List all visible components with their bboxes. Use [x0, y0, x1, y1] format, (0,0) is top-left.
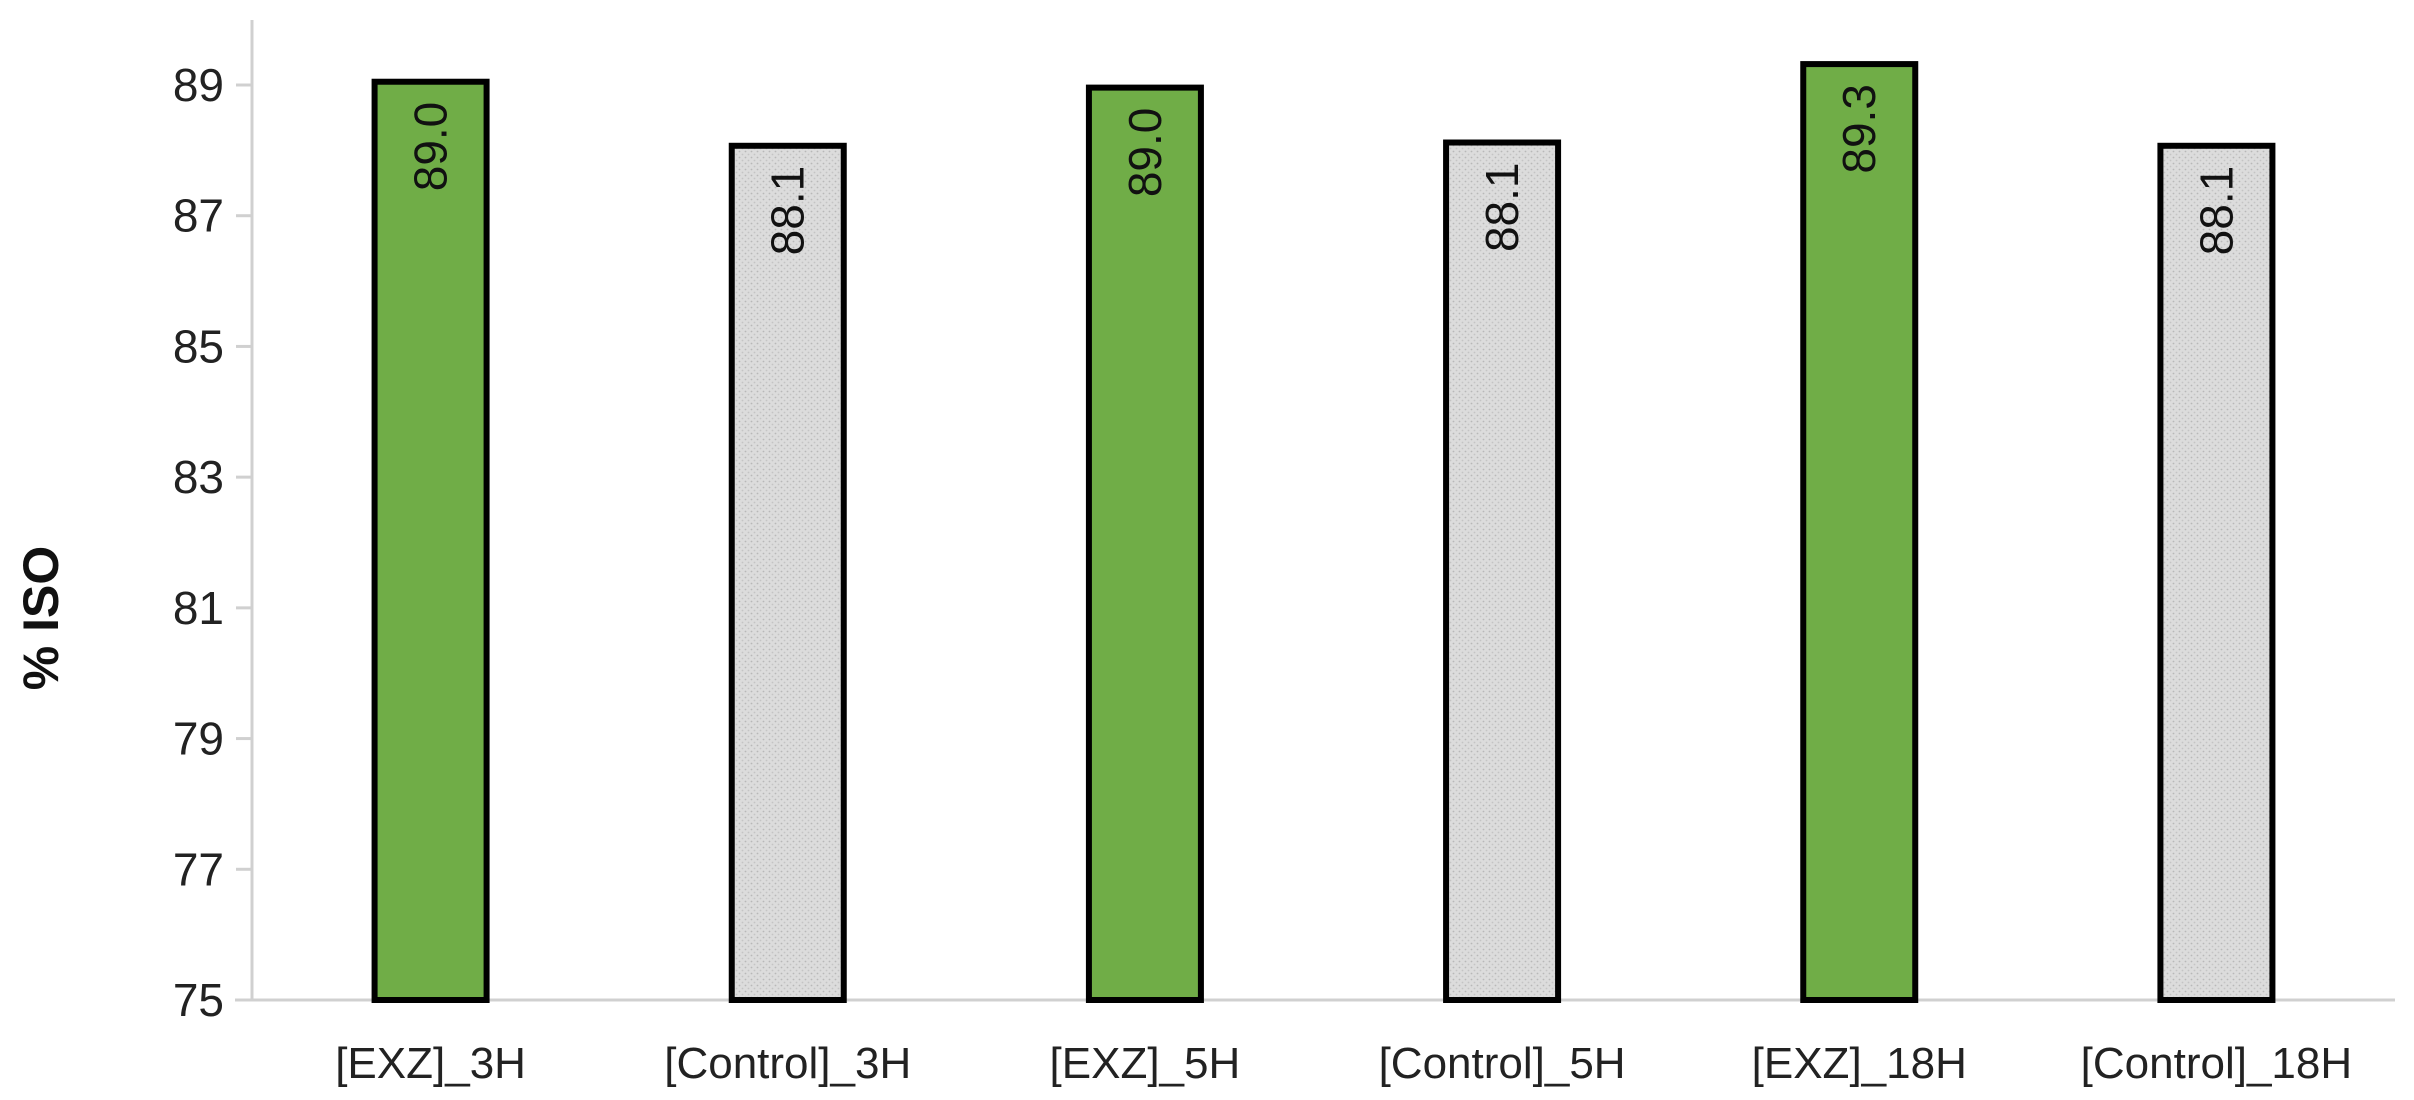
bar-exz-18h	[1800, 61, 1919, 1004]
bar-exz-3h	[371, 78, 490, 1004]
x-tick-label: [Control]_3H	[664, 1039, 911, 1088]
y-tick-label: 87	[173, 190, 224, 242]
y-tick-label: 89	[173, 59, 224, 111]
y-axis-title: % ISO	[13, 546, 69, 690]
x-tick-label: [EXZ]_5H	[1050, 1039, 1241, 1088]
bar-exz-5h	[1085, 84, 1204, 1004]
x-tick-label: [Control]_18H	[2081, 1039, 2352, 1088]
bar-data-label: 88.1	[2190, 166, 2242, 256]
bar-data-label: 88.1	[1476, 163, 1528, 253]
x-tick-label: [EXZ]_3H	[335, 1039, 526, 1088]
bar-data-label: 89.0	[1119, 108, 1171, 198]
x-tick-label: [Control]_5H	[1379, 1039, 1626, 1088]
bar-data-label: 89.0	[405, 102, 457, 192]
y-tick-label: 83	[173, 451, 224, 503]
y-tick-label: 85	[173, 320, 224, 372]
bar-control-18h	[2157, 142, 2276, 1003]
bar-data-label: 89.3	[1833, 84, 1885, 174]
bar-control-3h	[728, 142, 847, 1003]
y-tick-label: 77	[173, 843, 224, 895]
y-tick-label: 75	[173, 974, 224, 1026]
y-tick-label: 79	[173, 713, 224, 765]
bar-control-5h	[1443, 139, 1562, 1003]
bar-series: 89.0 88.1 89.0 88.1 89.3 88.1	[371, 61, 2276, 1004]
y-axis-ticks: 75 77 79 81 83 85 87 89	[173, 59, 252, 1026]
x-axis-tick-labels: [EXZ]_3H [Control]_3H [EXZ]_5H [Control]_5H…	[335, 1039, 2352, 1088]
x-tick-label: [EXZ]_18H	[1752, 1039, 1967, 1088]
bar-data-label: 88.1	[762, 166, 814, 256]
y-tick-label: 81	[173, 582, 224, 634]
